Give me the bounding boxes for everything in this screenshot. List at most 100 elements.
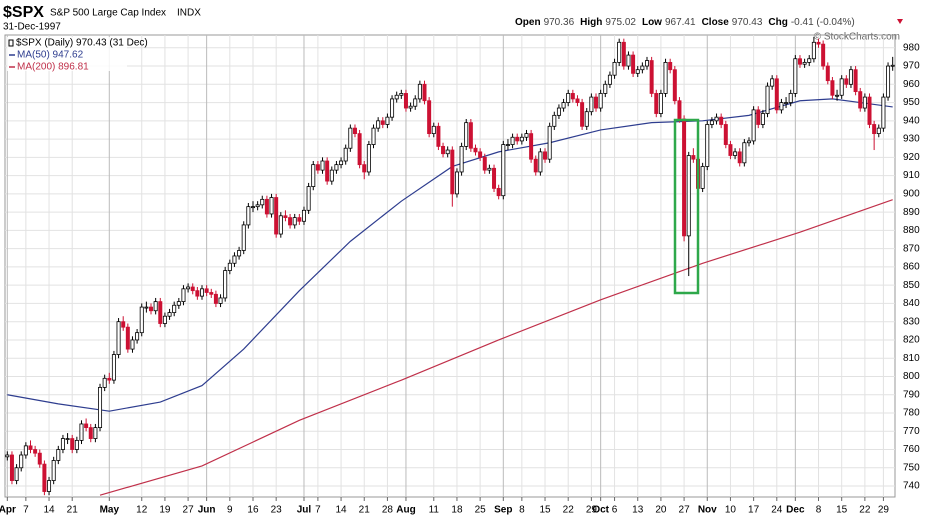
candle-body — [102, 377, 107, 388]
candle-body — [682, 118, 687, 237]
candle-body — [125, 326, 130, 350]
candle-body — [774, 78, 779, 111]
candle-body — [264, 198, 269, 215]
y-tick-label: 840 — [903, 298, 920, 309]
marks — [5, 36, 895, 496]
x-tick-label: 25 — [475, 505, 487, 516]
y-tick-label: 880 — [903, 225, 920, 236]
x-tick-label: Apr — [0, 505, 16, 516]
candle-body — [890, 64, 895, 67]
candle-body — [575, 98, 580, 103]
candle-body — [9, 454, 14, 481]
candle-body — [709, 120, 714, 125]
candle-body — [547, 125, 552, 160]
y-tick-label: 830 — [903, 316, 920, 327]
candle-body — [649, 60, 654, 94]
y-tick-label: 780 — [903, 408, 920, 419]
candle-body — [88, 427, 93, 439]
candle-body — [756, 109, 761, 125]
candle-body — [538, 151, 543, 173]
candle-body — [204, 288, 209, 293]
grid: Apr 7 14 21 May 12 19 27 Jun 9 16 23 Jul 7 14 21 28 Aug 11… — [0, 35, 895, 516]
candle-body — [584, 111, 589, 127]
candle-body — [533, 158, 538, 173]
legend-swatch — [8, 39, 14, 47]
candle-body — [376, 120, 381, 129]
x-tick-label: 7 — [23, 505, 29, 516]
y-tick-label: 890 — [903, 207, 920, 218]
candle-body — [107, 377, 112, 381]
candle-body — [529, 133, 534, 160]
candle-body — [566, 93, 571, 103]
candle-body — [543, 151, 548, 160]
candle-body — [139, 306, 144, 334]
candle-body — [714, 116, 719, 122]
candle-body — [807, 58, 812, 63]
candle-body — [371, 127, 376, 145]
x-tick-label: 9 — [227, 505, 233, 516]
candle-body — [176, 301, 181, 306]
candle-body — [825, 65, 830, 82]
x-tick-label: 11 — [429, 505, 440, 516]
y-tick-label: 770 — [903, 426, 920, 437]
candle-body — [788, 93, 793, 103]
candle-body — [274, 197, 279, 235]
candle-body — [162, 315, 167, 324]
candle-body — [784, 102, 789, 104]
candle-body — [93, 427, 98, 439]
candle-body — [501, 144, 506, 197]
x-tick-label: 27 — [679, 505, 691, 516]
y-tick-label: 970 — [903, 61, 920, 72]
candle-body — [47, 480, 52, 492]
y-tick-label: 940 — [903, 115, 920, 126]
candle-body — [672, 69, 677, 102]
x-tick-label: 10 — [725, 505, 737, 516]
candle-body — [505, 144, 510, 146]
candle-body — [779, 102, 784, 111]
candle-body — [436, 125, 441, 147]
candle-body — [135, 332, 140, 341]
y-tick-label: 950 — [903, 97, 920, 108]
candle-body — [278, 215, 283, 235]
candle-body — [811, 41, 816, 60]
candle-body — [422, 83, 427, 102]
candle-body — [492, 167, 497, 189]
candle-body — [478, 151, 483, 158]
quote-label: Close — [702, 17, 730, 28]
x-tick-label: Sep — [494, 505, 512, 516]
quote: Open 970.36 High 975.02 Low 967.41 Close 970.43… — [515, 17, 855, 28]
candle-body — [598, 93, 603, 109]
candle-body — [37, 452, 42, 465]
candle-body — [209, 292, 214, 295]
candle-body — [830, 80, 835, 96]
y-tick-label: 980 — [903, 42, 920, 53]
x-tick-label: 29 — [586, 505, 598, 516]
candle-body — [79, 423, 84, 441]
x-tick-label: 22 — [563, 505, 575, 516]
candle-body — [797, 58, 802, 65]
candle-body — [348, 127, 353, 149]
candle-body — [190, 286, 195, 292]
candle-body — [700, 166, 705, 189]
x-tick-label: Jun — [198, 505, 216, 516]
x-tick-label: Dec — [786, 505, 805, 516]
x-tick-label: 16 — [247, 505, 259, 516]
candle-body — [770, 78, 775, 87]
candle-body — [288, 217, 293, 226]
candle-body — [70, 438, 75, 450]
quote-label: Low — [642, 17, 662, 28]
candle-body — [441, 145, 446, 155]
moving-average — [7, 98, 893, 412]
candle-body — [339, 160, 344, 166]
quote-value: -0.41 (-0.04%) — [791, 17, 855, 28]
candle-body — [186, 286, 191, 290]
x-tick-label: 15 — [539, 505, 551, 516]
candle-body — [417, 83, 422, 100]
candle-body — [580, 102, 585, 127]
candle-body — [250, 206, 255, 209]
candle-body — [561, 102, 566, 109]
candle-body — [200, 288, 205, 297]
candle-body — [589, 96, 594, 113]
candle-body — [482, 156, 487, 171]
candle-body — [635, 69, 640, 74]
